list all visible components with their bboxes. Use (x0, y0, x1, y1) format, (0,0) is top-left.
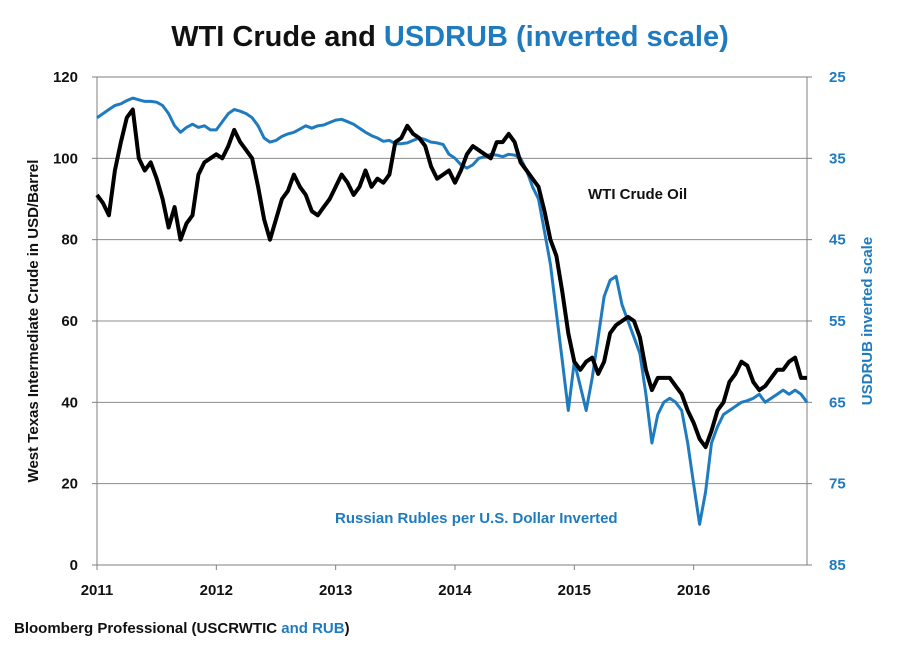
gridlines (97, 76, 807, 566)
y-right-tick-label-75: 75 (829, 476, 846, 493)
series-line-wti (95, 107, 807, 450)
source-part2: and RUB (281, 620, 345, 637)
x-tick-label-2012: 2012 (200, 582, 233, 599)
y-right-tick-label-45: 45 (829, 232, 846, 249)
y-right-tick-label-65: 65 (829, 394, 846, 411)
y-right-axis-title: USDRUB inverted scale (859, 237, 876, 405)
y-left-axis-title: West Texas Intermediate Crude in USD/Bar… (25, 160, 42, 483)
source-note: Bloomberg Professional (USCRWTIC and RUB… (14, 620, 350, 637)
y-right-tick-label-25: 25 (829, 69, 846, 86)
series-line-usdrub (96, 96, 809, 526)
source-part3: ) (345, 620, 350, 637)
chart-title-part1: WTI Crude and (171, 21, 384, 53)
y-right-tick-labels: 25 35 45 55 65 75 85 (829, 69, 846, 574)
y-right-tick-label-85: 85 (829, 557, 846, 574)
x-tick-label-2015: 2015 (558, 582, 591, 599)
x-tick-labels: 2011 2012 2013 2014 2015 2016 (81, 582, 711, 599)
y-left-tick-labels: 0 20 40 60 80 100 120 (53, 69, 78, 574)
annotation-wti: WTI Crude Oil (588, 186, 687, 203)
source-part1: Bloomberg Professional (USCRWTIC (14, 620, 281, 637)
chart-title: WTI Crude and USDRUB (inverted scale) (171, 21, 729, 53)
y-right-tick-label-35: 35 (829, 150, 846, 167)
y-left-tick-label-40: 40 (61, 394, 78, 411)
x-tick-label-2013: 2013 (319, 582, 352, 599)
x-tick-label-2016: 2016 (677, 582, 710, 599)
y-left-tick-label-120: 120 (53, 69, 78, 86)
y-left-tick-label-100: 100 (53, 150, 78, 167)
x-tick-label-2011: 2011 (81, 582, 114, 599)
chart-title-part2: USDRUB (inverted scale) (384, 21, 729, 53)
y-left-tick-label-20: 20 (61, 476, 78, 493)
y-left-tick-label-0: 0 (70, 557, 78, 574)
annotation-rub: Russian Rubles per U.S. Dollar Inverted (335, 510, 618, 527)
y-left-tick-label-60: 60 (61, 313, 78, 330)
tick-marks (92, 76, 812, 570)
y-left-tick-label-80: 80 (61, 232, 78, 249)
x-tick-label-2014: 2014 (438, 582, 472, 599)
y-right-tick-label-55: 55 (829, 313, 846, 330)
